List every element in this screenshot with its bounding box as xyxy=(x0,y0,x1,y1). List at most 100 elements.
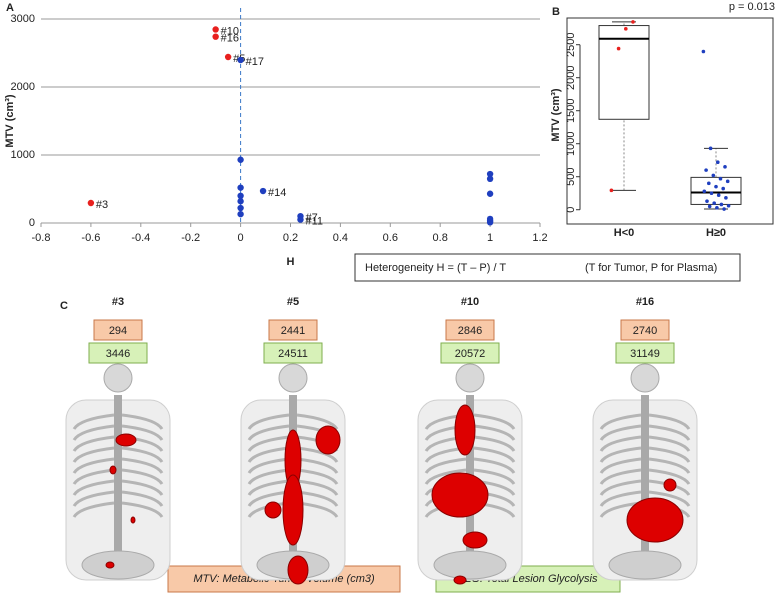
mtv-value: 294 xyxy=(109,325,127,337)
pelvis xyxy=(608,550,682,580)
rib xyxy=(247,479,339,496)
rib xyxy=(72,479,164,496)
y-tick-label: 2000 xyxy=(11,81,35,93)
x-tick-label: -0.4 xyxy=(131,232,150,244)
rib xyxy=(424,468,516,485)
point xyxy=(212,26,219,33)
tlg-value: 20572 xyxy=(455,348,486,360)
point xyxy=(237,192,244,199)
point-label: #7 xyxy=(305,212,317,224)
point xyxy=(237,204,244,212)
x-tick-label: 1 xyxy=(487,232,493,244)
tumor xyxy=(109,465,117,475)
mtv-value: 2846 xyxy=(458,325,482,337)
formula-box xyxy=(354,253,741,282)
spine xyxy=(114,395,122,555)
point-label: #11 xyxy=(305,216,323,228)
mtv-box xyxy=(268,319,318,341)
rib xyxy=(599,424,691,441)
rib xyxy=(599,490,691,507)
point xyxy=(624,27,628,31)
tumor xyxy=(264,501,282,519)
point xyxy=(259,187,267,195)
rib xyxy=(72,457,164,474)
pelvis xyxy=(433,550,507,580)
rib xyxy=(72,468,164,485)
rib xyxy=(424,457,516,474)
rib xyxy=(599,468,691,485)
x-tick-label: 0.6 xyxy=(383,232,398,244)
tumor xyxy=(105,561,115,569)
point xyxy=(705,199,709,203)
point xyxy=(714,184,718,189)
point xyxy=(224,53,232,61)
rib xyxy=(72,446,164,463)
point xyxy=(716,193,721,197)
point xyxy=(725,179,730,184)
y-tick-label: 0 xyxy=(29,217,35,229)
point-label: #10 xyxy=(221,25,239,37)
tumor xyxy=(454,404,476,456)
rib xyxy=(247,457,339,474)
point xyxy=(87,199,95,207)
x-tick-label: 0.4 xyxy=(333,232,348,244)
tumor xyxy=(130,516,136,524)
point xyxy=(486,219,494,226)
rib xyxy=(599,413,691,430)
x-tick-label: 0.2 xyxy=(283,232,298,244)
point xyxy=(707,181,711,186)
point xyxy=(716,160,720,164)
point xyxy=(709,191,714,196)
rib xyxy=(599,435,691,452)
y-tick-label: 1000 xyxy=(11,149,35,161)
tumor xyxy=(431,472,489,518)
box xyxy=(690,176,742,205)
point xyxy=(712,201,716,205)
mtv-value: 2740 xyxy=(633,325,657,337)
point xyxy=(486,170,494,178)
point-label: #3 xyxy=(96,199,108,211)
patient-id: #16 xyxy=(636,296,654,308)
annotation: p = 0.013 xyxy=(729,1,775,13)
point-label: #16 xyxy=(221,33,239,45)
tlg-box xyxy=(615,342,675,364)
point xyxy=(726,203,731,208)
point-label: #17 xyxy=(246,56,264,68)
panel-label: B xyxy=(552,6,560,18)
y-tick-label: 0 xyxy=(565,207,577,213)
rib xyxy=(599,446,691,463)
point xyxy=(237,184,244,191)
spine xyxy=(641,395,649,555)
point xyxy=(237,210,244,218)
tumor xyxy=(663,478,677,492)
mtv-box xyxy=(445,319,495,341)
mtv-box xyxy=(620,319,670,341)
y-axis-title: MTV (cm³) xyxy=(4,94,16,148)
point xyxy=(486,190,494,197)
tlg-value: 3446 xyxy=(106,348,130,360)
y-tick-label: 2500 xyxy=(565,32,577,56)
rib xyxy=(72,424,164,441)
y-axis-title: MTV (cm³) xyxy=(550,88,562,142)
x-tick-label: 0.8 xyxy=(433,232,448,244)
y-tick-label: 1000 xyxy=(565,131,577,155)
x-tick-label: 1.2 xyxy=(532,232,547,244)
tlg-box xyxy=(263,342,323,364)
panel-label: A xyxy=(6,2,14,14)
box xyxy=(598,25,650,120)
point xyxy=(486,175,494,182)
patient-id: #10 xyxy=(461,296,479,308)
y-tick-label: 2000 xyxy=(565,65,577,89)
skull xyxy=(455,363,485,393)
tumor xyxy=(282,474,304,546)
point-label: #14 xyxy=(268,187,286,199)
point xyxy=(707,204,712,209)
body-render xyxy=(65,363,171,581)
point xyxy=(237,198,244,205)
patient-id: #3 xyxy=(112,296,124,308)
point xyxy=(719,202,724,207)
rib xyxy=(247,413,339,430)
point xyxy=(701,49,706,54)
skull xyxy=(630,363,660,393)
